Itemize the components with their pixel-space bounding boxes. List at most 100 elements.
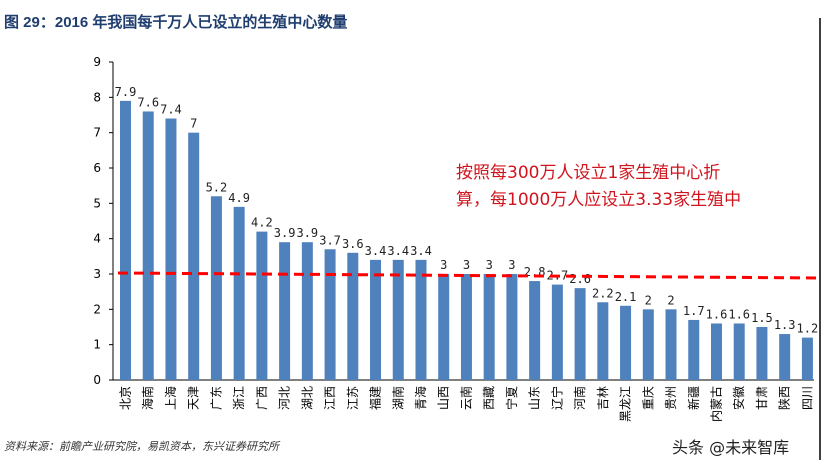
bar	[620, 305, 632, 380]
x-tick-label: 江西	[323, 386, 337, 410]
annotation-line: 按照每300万人设立1家生殖中心折	[456, 163, 721, 183]
x-tick-label: 青海	[413, 386, 428, 410]
x-tick-label: 广西	[255, 386, 269, 410]
x-tick-label: 北京	[119, 386, 133, 410]
x-tick-label: 新疆	[686, 386, 701, 410]
x-tick-label: 贵州	[664, 386, 678, 410]
data-label: 7	[190, 117, 197, 131]
x-tick-label: 海南	[140, 386, 155, 410]
y-tick-label: 4	[93, 232, 101, 246]
data-label: 2.1	[615, 290, 637, 304]
data-label: 1.3	[774, 318, 796, 332]
bar	[779, 334, 791, 380]
x-tick-label: 辽宁	[549, 386, 564, 410]
data-label: 3.4	[387, 244, 409, 258]
x-tick-label: 湖南	[390, 386, 405, 410]
data-label: 2	[667, 293, 674, 307]
bar	[256, 231, 268, 380]
data-label: 3.9	[274, 226, 296, 240]
bar	[733, 323, 745, 380]
data-label: 3	[508, 258, 515, 272]
x-tick-label: 福建	[368, 386, 383, 410]
bar	[483, 274, 495, 380]
bar	[756, 327, 768, 380]
y-tick-label: 2	[93, 302, 101, 316]
bar	[210, 196, 222, 380]
data-label: 1.7	[683, 304, 705, 318]
y-tick-label: 8	[93, 90, 101, 104]
bar	[415, 259, 427, 380]
x-tick-label: 四川	[800, 386, 814, 410]
data-label: 7.6	[137, 95, 159, 109]
bar	[642, 309, 654, 380]
y-tick-label: 0	[93, 373, 101, 387]
bar	[801, 337, 813, 380]
x-tick-label: 江苏	[346, 386, 360, 410]
bar	[392, 259, 404, 380]
bar	[233, 206, 245, 380]
bar	[324, 249, 336, 380]
bar	[506, 274, 518, 380]
data-label: 3.9	[296, 226, 318, 240]
x-tick-label: 山东	[528, 386, 542, 410]
bar	[529, 281, 541, 380]
y-tick-label: 3	[93, 267, 101, 281]
data-label: 3	[440, 258, 447, 272]
x-tick-label: 吉林	[596, 386, 610, 410]
x-tick-label: 河北	[278, 386, 292, 410]
data-label: 1.6	[706, 307, 728, 321]
bar	[142, 111, 154, 380]
data-label: 3	[463, 258, 470, 272]
data-label: 2.6	[569, 272, 591, 286]
data-label: 7.4	[160, 103, 182, 117]
x-tick-label: 内蒙古	[708, 386, 723, 422]
data-label: 1.6	[728, 307, 750, 321]
data-label: 3.4	[410, 244, 432, 258]
bar	[120, 100, 131, 380]
bar	[551, 284, 563, 380]
reference-line	[117, 271, 823, 280]
x-tick-label: 广东	[209, 386, 223, 410]
x-tick-label: 湖北	[299, 386, 314, 410]
data-label: 4.9	[228, 191, 250, 205]
bar	[688, 319, 700, 380]
annotation: 按照每300万人设立1家生殖中心折 算，每1000万人应设立3.33家生殖中	[456, 160, 741, 214]
y-tick-label: 9	[93, 55, 101, 69]
bar	[460, 274, 472, 380]
data-label: 1.2	[797, 322, 819, 336]
bar	[188, 132, 200, 380]
data-label: 3.7	[319, 233, 341, 247]
data-label: 5.2	[206, 180, 228, 194]
x-tick-label: 河南	[572, 386, 587, 410]
data-label: 2	[645, 293, 652, 307]
y-tick-label: 1	[93, 338, 101, 352]
x-tick-label: 云南	[458, 386, 473, 410]
x-tick-label: 甘肃	[755, 386, 769, 410]
x-tick-label: 宁夏	[504, 386, 519, 410]
y-tick-label: 5	[93, 196, 101, 210]
y-tick-label: 6	[93, 161, 101, 175]
x-tick-label: 上海	[163, 386, 178, 410]
chart-title: 图 29：2016 年我国每千万人已设立的生殖中心数量	[4, 14, 348, 31]
bar	[710, 323, 722, 380]
x-tick-label: 陕西	[777, 386, 792, 410]
x-tick-label: 天津	[187, 386, 201, 410]
watermark: 头条 @未来智库	[672, 438, 790, 457]
x-tick-label: 浙江	[232, 386, 246, 410]
data-label: 1.5	[751, 311, 773, 325]
annotation-line: 算，每1000万人应设立3.33家生殖中	[456, 190, 742, 210]
bar	[347, 252, 359, 380]
data-label: 7.9	[115, 85, 137, 99]
source-note: 资料来源：前瞻产业研究院，易凯资本，东兴证券研究所	[4, 440, 279, 453]
y-tick-label: 7	[93, 126, 101, 140]
x-tick-label: 安徽	[731, 386, 746, 410]
data-label: 2.2	[592, 286, 614, 300]
x-tick-label: 重庆	[641, 386, 655, 410]
bar	[279, 242, 291, 380]
bar	[370, 259, 382, 380]
bar	[574, 288, 586, 380]
data-label: 3.4	[365, 244, 387, 258]
bar	[301, 242, 313, 380]
data-label: 3.6	[342, 237, 364, 251]
x-tick-label: 黑龙江	[619, 386, 633, 422]
